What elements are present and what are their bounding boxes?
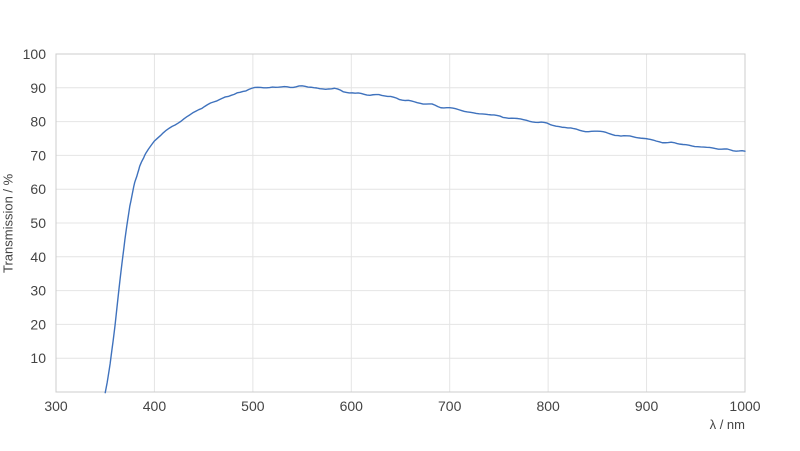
svg-text:900: 900 xyxy=(635,398,659,414)
svg-text:400: 400 xyxy=(143,398,167,414)
svg-text:70: 70 xyxy=(30,147,46,163)
svg-text:40: 40 xyxy=(30,249,46,265)
svg-text:20: 20 xyxy=(30,316,46,332)
svg-text:60: 60 xyxy=(30,181,46,197)
svg-text:10: 10 xyxy=(30,350,46,366)
svg-text:600: 600 xyxy=(340,398,364,414)
svg-text:300: 300 xyxy=(44,398,68,414)
svg-text:80: 80 xyxy=(30,114,46,130)
svg-text:500: 500 xyxy=(241,398,265,414)
svg-text:30: 30 xyxy=(30,283,46,299)
svg-text:50: 50 xyxy=(30,215,46,231)
svg-text:700: 700 xyxy=(438,398,462,414)
svg-text:90: 90 xyxy=(30,80,46,96)
svg-text:100: 100 xyxy=(23,46,47,62)
svg-text:1000: 1000 xyxy=(729,398,760,414)
svg-text:800: 800 xyxy=(536,398,560,414)
